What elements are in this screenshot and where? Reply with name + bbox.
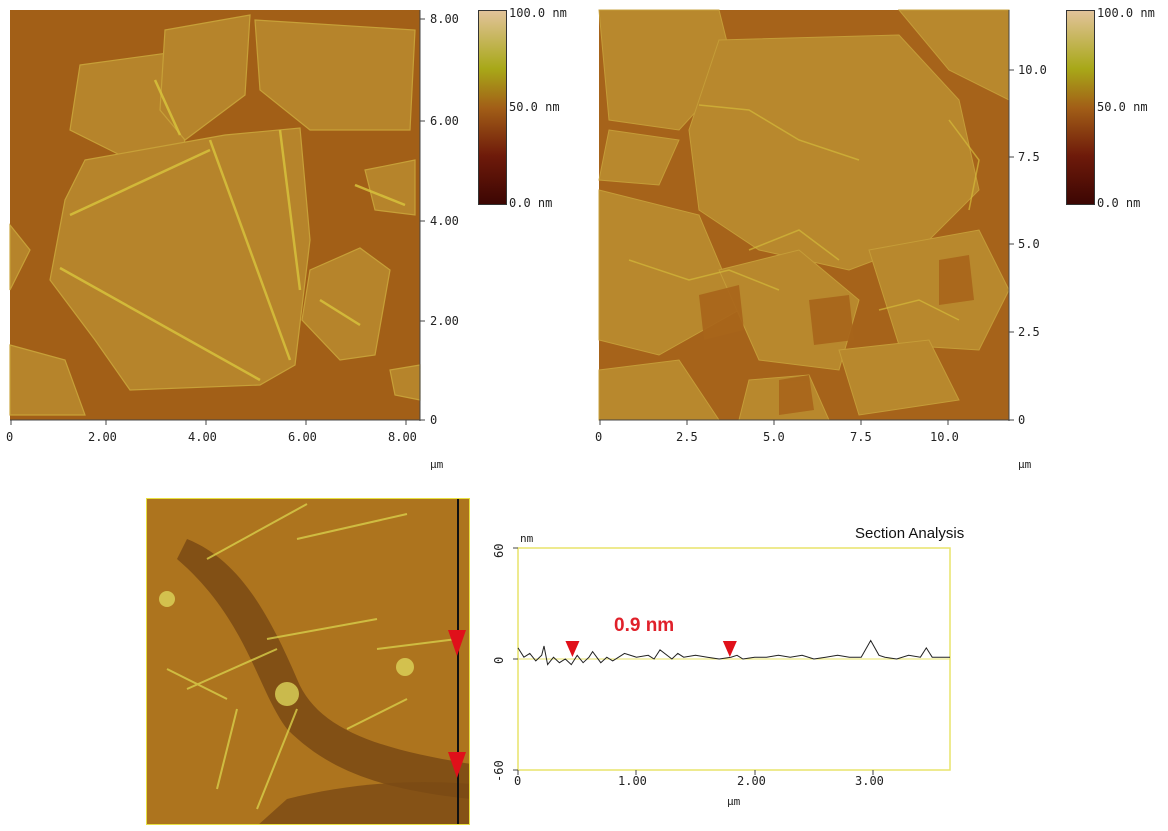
afm-image-right-topography <box>598 9 1010 421</box>
afm-image-right <box>598 9 1010 421</box>
section-title: Section Analysis <box>855 525 965 542</box>
afm-image-left <box>9 10 421 420</box>
left-y-tick-2: 2.00 <box>430 314 459 328</box>
right-x-tick-7-5: 7.5 <box>850 430 872 444</box>
right-colorbar-max: 100.0 nm <box>1097 6 1155 20</box>
right-y-tick-2-5: 2.5 <box>1018 325 1040 339</box>
section-y-unit: nm <box>520 532 534 545</box>
section-marker-right <box>722 641 737 657</box>
left-x-tick-4: 4.00 <box>188 430 217 444</box>
right-x-tick-0: 0 <box>595 430 603 444</box>
zoom-marker-top <box>448 630 466 656</box>
right-x-tick-10: 10.0 <box>930 430 959 444</box>
section-y-tick-60: 60 <box>492 543 506 558</box>
left-y-tick-6: 6.00 <box>430 114 459 128</box>
right-colorbar-mid: 50.0 nm <box>1097 100 1148 114</box>
right-y-tick-7-5: 7.5 <box>1018 150 1040 164</box>
left-y-tick-4: 4.00 <box>430 214 459 228</box>
section-x-unit: µm <box>727 795 741 808</box>
right-y-tick-10: 10.0 <box>1018 63 1047 77</box>
left-y-tick-0: 0 <box>430 413 438 427</box>
step-height-annotation: 0.9 nm <box>614 615 675 636</box>
section-x-tick-3: 3.00 <box>855 774 884 788</box>
left-colorbar-mid: 50.0 nm <box>509 100 560 114</box>
afm-image-zoom-topography <box>147 499 469 824</box>
right-x-unit: µm <box>1018 458 1032 471</box>
left-x-tick-8: 8.00 <box>388 430 417 444</box>
left-x-tick-0: 0 <box>6 430 14 444</box>
left-colorbar-min: 0.0 nm <box>509 196 553 210</box>
left-colorbar <box>478 10 507 205</box>
right-x-tick-5: 5.0 <box>763 430 785 444</box>
section-profile-line <box>517 639 950 666</box>
right-x-axis <box>599 419 1010 425</box>
zoom-marker-bottom <box>448 752 466 778</box>
left-x-tick-6: 6.00 <box>288 430 317 444</box>
left-x-tick-2: 2.00 <box>88 430 117 444</box>
left-x-axis <box>10 419 421 425</box>
afm-image-left-topography <box>9 10 421 420</box>
right-colorbar-min: 0.0 nm <box>1097 196 1141 210</box>
section-x-tick-1: 1.00 <box>618 774 647 788</box>
right-colorbar <box>1066 10 1095 205</box>
left-x-unit: µm <box>430 458 444 471</box>
right-y-tick-0: 0 <box>1018 413 1026 427</box>
afm-image-zoom <box>146 498 470 825</box>
left-y-tick-8: 8.00 <box>430 12 459 26</box>
section-plot <box>513 547 951 775</box>
section-marker-left <box>565 641 580 657</box>
section-y-tick-0: 0 <box>492 656 506 664</box>
right-x-tick-2-5: 2.5 <box>676 430 698 444</box>
section-x-tick-2: 2.00 <box>737 774 766 788</box>
section-x-tick-0: 0 <box>514 774 522 788</box>
right-y-tick-5: 5.0 <box>1018 237 1040 251</box>
left-colorbar-max: 100.0 nm <box>509 6 567 20</box>
left-y-axis <box>419 10 425 421</box>
section-y-tick-neg60: -60 <box>492 760 506 782</box>
